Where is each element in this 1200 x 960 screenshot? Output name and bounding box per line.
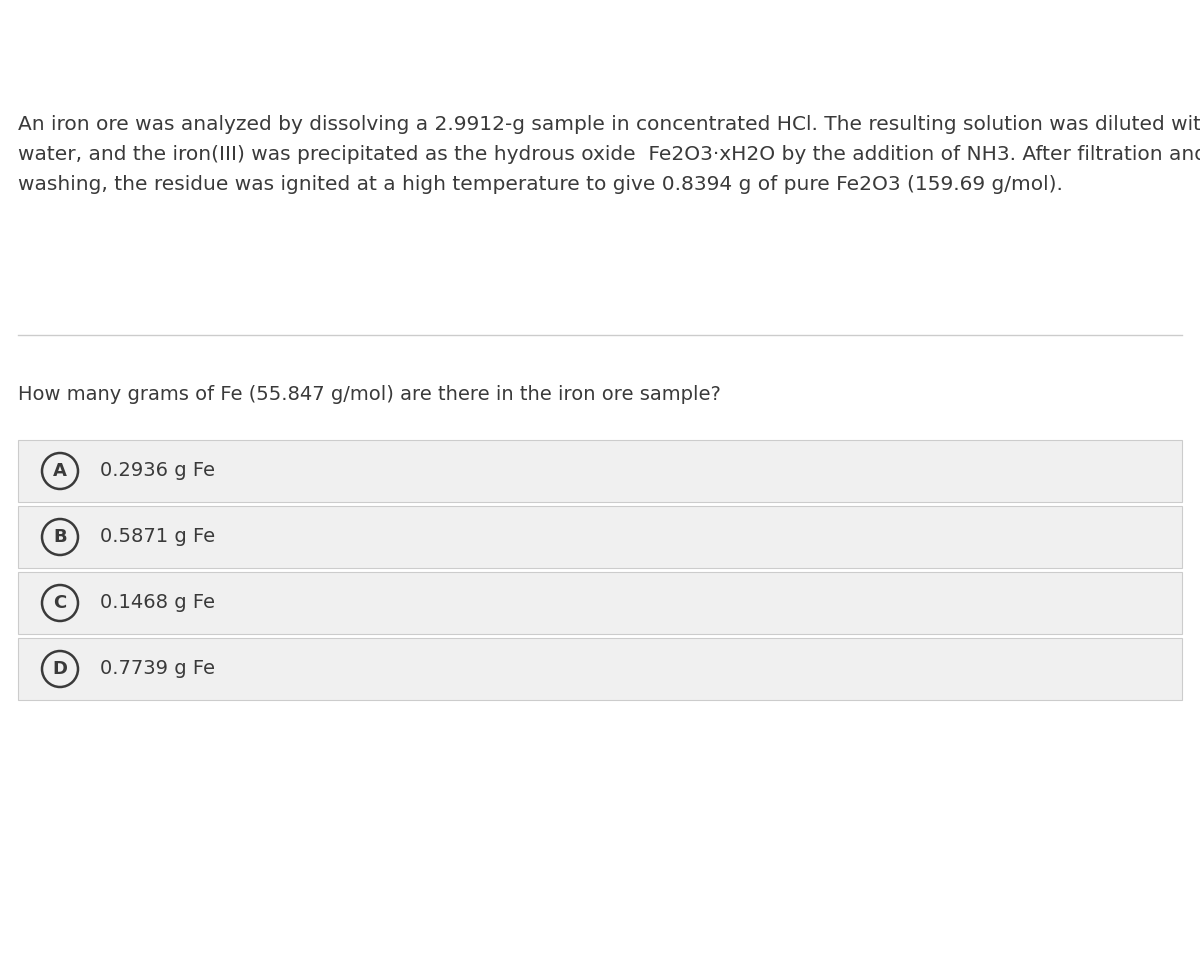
Text: 0.7739 g Fe: 0.7739 g Fe	[100, 660, 215, 679]
Text: An iron ore was analyzed by dissolving a 2.9912-g sample in concentrated HCl. Th: An iron ore was analyzed by dissolving a…	[18, 115, 1200, 134]
Text: washing, the residue was ignited at a high temperature to give 0.8394 g of pure : washing, the residue was ignited at a hi…	[18, 175, 1063, 194]
Text: How many grams of Fe (55.847 g/mol) are there in the iron ore sample?: How many grams of Fe (55.847 g/mol) are …	[18, 385, 721, 404]
Text: C: C	[53, 594, 67, 612]
Text: 0.5871 g Fe: 0.5871 g Fe	[100, 527, 215, 546]
Text: 0.1468 g Fe: 0.1468 g Fe	[100, 593, 215, 612]
Text: water, and the iron(III) was precipitated as the hydrous oxide  Fe2O3·xH2O by th: water, and the iron(III) was precipitate…	[18, 145, 1200, 164]
FancyBboxPatch shape	[18, 440, 1182, 502]
Text: A: A	[53, 462, 67, 480]
FancyBboxPatch shape	[18, 572, 1182, 634]
FancyBboxPatch shape	[18, 506, 1182, 568]
Text: 0.2936 g Fe: 0.2936 g Fe	[100, 462, 215, 481]
Text: B: B	[53, 528, 67, 546]
Text: D: D	[53, 660, 67, 678]
FancyBboxPatch shape	[18, 638, 1182, 700]
